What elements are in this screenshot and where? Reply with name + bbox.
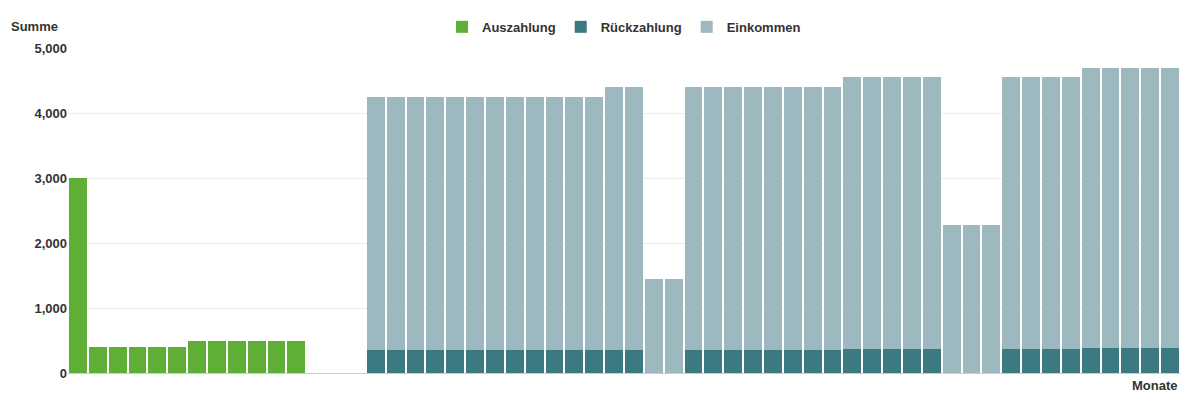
svg-text:0: 0 [60, 366, 67, 381]
svg-text:Monate: Monate [1132, 378, 1178, 393]
svg-text:3,000: 3,000 [34, 171, 67, 186]
svg-text:Rückzahlung: Rückzahlung [601, 20, 682, 35]
svg-text:4,000: 4,000 [34, 106, 67, 121]
svg-text:5,000: 5,000 [34, 41, 67, 56]
svg-text:Einkommen: Einkommen [727, 20, 801, 35]
svg-text:2,000: 2,000 [34, 236, 67, 251]
svg-text:Summe: Summe [11, 19, 58, 34]
svg-text:1,000: 1,000 [34, 301, 67, 316]
svg-text:Auszahlung: Auszahlung [482, 20, 556, 35]
